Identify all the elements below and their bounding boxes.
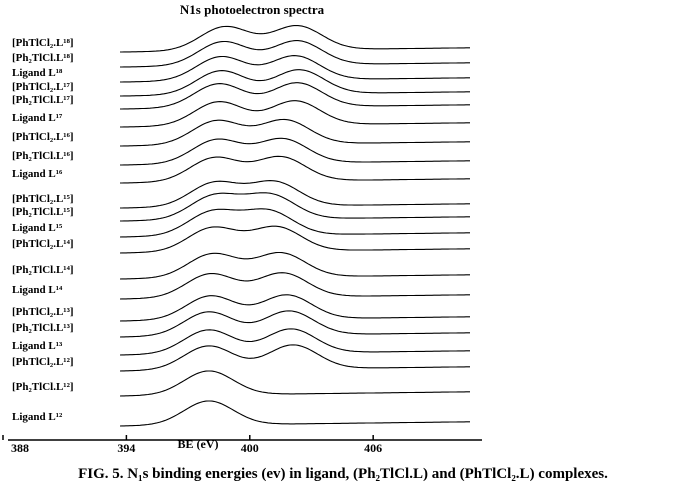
spectrum-line — [120, 118, 470, 147]
chart-title: N1s photoelectron spectra — [180, 2, 325, 17]
spectrum-label: [PhTlCl₂.L¹⁷] — [12, 81, 74, 93]
spectrum-label: [Ph₂TlCl.L¹⁷] — [12, 94, 74, 106]
spectrum-line — [120, 137, 470, 166]
spectrum-label: Ligand L¹⁶ — [12, 168, 63, 180]
caption: FIG. 5. N₁s binding energies (ev) in lig… — [78, 466, 608, 482]
spectrum-line — [120, 155, 470, 184]
spectrum-label: [PhTlCl₂.L¹³] — [12, 306, 74, 318]
spectrum-line — [119, 328, 470, 356]
spectrum-label: [Ph₂TlCl.L¹³] — [12, 322, 74, 334]
spectrum-label: Ligand L¹³ — [12, 340, 63, 352]
spectrum-label: [Ph₂TlCl.L¹²] — [12, 381, 74, 393]
spectrum-line — [119, 344, 470, 372]
spectrum-line — [120, 192, 470, 222]
spectrum-line — [119, 208, 470, 238]
spectrum-line — [119, 310, 470, 338]
x-axis-label: BE (eV) — [178, 437, 219, 451]
spectrum-label: Ligand L¹⁵ — [12, 222, 63, 234]
x-tick-label: 388 — [11, 441, 29, 455]
x-tick-label: 400 — [241, 441, 259, 455]
x-tick-label: 406 — [364, 441, 382, 455]
spectrum-label: Ligand L¹⁷ — [12, 112, 63, 124]
spectrum-label: [PhTlCl₂.L¹⁵] — [12, 193, 74, 205]
spectrum-label: Ligand L¹² — [12, 411, 63, 423]
spectrum-line — [119, 225, 470, 254]
spectrum-label: Ligand L¹⁴ — [12, 284, 63, 296]
spectrum-line — [119, 251, 470, 280]
spectrum-line — [120, 24, 470, 53]
spectrum-line — [119, 272, 470, 300]
spectrum-line — [119, 400, 470, 427]
spectrum-label: [PhTlCl₂.L¹⁴] — [12, 238, 74, 250]
spectrum-label: [PhTlCl₂.L¹⁶] — [12, 131, 74, 143]
spectrum-line — [120, 55, 470, 83]
spectrum-line — [120, 100, 470, 128]
spectrum-label: [PhTlCl₂.L¹⁸] — [12, 37, 74, 49]
spectrum-line — [120, 69, 470, 97]
spectrum-line — [120, 82, 470, 110]
spectrum-label: [Ph₂TlCl.L¹⁶] — [12, 150, 74, 162]
spectrum-label: Ligand L¹⁸ — [12, 67, 63, 79]
x-tick-label: 394 — [117, 441, 135, 455]
spectrum-label: [Ph₂TlCl.L¹⁴] — [12, 264, 74, 276]
spectrum-label: [Ph₂TlCl.L¹⁸] — [12, 52, 74, 64]
spectrum-line — [119, 294, 470, 322]
spectrum-line — [120, 40, 470, 68]
spectrum-line — [120, 180, 470, 209]
spectrum-label: [Ph₂TlCl.L¹⁵] — [12, 206, 74, 218]
spectrum-label: [PhTlCl₂.L¹²] — [12, 356, 74, 368]
spectrum-line — [119, 370, 470, 397]
